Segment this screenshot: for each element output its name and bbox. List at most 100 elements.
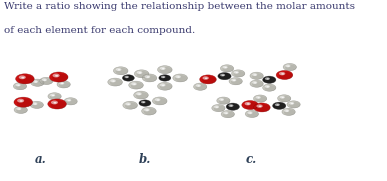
Circle shape — [51, 101, 58, 104]
Circle shape — [212, 105, 225, 112]
Circle shape — [263, 76, 276, 83]
Circle shape — [255, 96, 267, 102]
Circle shape — [257, 104, 263, 108]
Circle shape — [221, 99, 223, 100]
Circle shape — [127, 104, 130, 105]
Circle shape — [57, 81, 70, 88]
Circle shape — [219, 98, 224, 101]
Circle shape — [17, 99, 33, 107]
Circle shape — [229, 78, 242, 85]
Circle shape — [124, 76, 134, 81]
Circle shape — [15, 74, 34, 84]
Circle shape — [256, 96, 261, 99]
Circle shape — [146, 110, 149, 111]
Circle shape — [158, 66, 172, 74]
Circle shape — [15, 98, 33, 107]
Circle shape — [130, 82, 144, 89]
Circle shape — [160, 83, 172, 90]
Text: c.: c. — [245, 153, 257, 166]
Circle shape — [160, 67, 166, 70]
Circle shape — [251, 81, 264, 87]
Circle shape — [147, 76, 149, 78]
Circle shape — [277, 95, 291, 102]
Circle shape — [53, 102, 57, 104]
Circle shape — [230, 105, 233, 106]
Circle shape — [142, 74, 157, 82]
Circle shape — [223, 111, 235, 118]
Text: b.: b. — [139, 153, 151, 166]
Circle shape — [284, 64, 296, 71]
Circle shape — [31, 79, 44, 86]
Circle shape — [244, 102, 259, 110]
Circle shape — [32, 102, 43, 108]
Circle shape — [250, 80, 263, 87]
Circle shape — [51, 100, 66, 109]
Circle shape — [160, 84, 166, 87]
Circle shape — [19, 75, 34, 84]
Circle shape — [220, 74, 231, 80]
Circle shape — [219, 98, 230, 104]
Circle shape — [277, 104, 279, 106]
Circle shape — [221, 110, 235, 118]
Circle shape — [59, 82, 64, 85]
Circle shape — [59, 82, 70, 88]
Circle shape — [53, 74, 60, 77]
Circle shape — [160, 67, 172, 74]
Circle shape — [122, 75, 134, 81]
Circle shape — [138, 93, 140, 95]
Circle shape — [247, 103, 250, 105]
Circle shape — [109, 79, 123, 86]
Circle shape — [252, 81, 263, 87]
Circle shape — [279, 96, 291, 102]
Circle shape — [250, 72, 263, 79]
Circle shape — [15, 84, 27, 90]
Circle shape — [58, 81, 70, 88]
Circle shape — [214, 106, 219, 108]
Circle shape — [279, 72, 293, 79]
Circle shape — [16, 107, 27, 113]
Circle shape — [287, 66, 289, 67]
Circle shape — [285, 64, 296, 71]
Circle shape — [233, 71, 245, 77]
Circle shape — [234, 71, 239, 74]
Circle shape — [140, 100, 151, 106]
Circle shape — [42, 79, 47, 81]
Circle shape — [255, 104, 271, 112]
Circle shape — [118, 69, 120, 70]
Circle shape — [272, 102, 286, 109]
Circle shape — [202, 76, 216, 84]
Circle shape — [223, 66, 234, 72]
Circle shape — [259, 106, 262, 107]
Circle shape — [276, 70, 293, 79]
Circle shape — [68, 100, 70, 101]
Circle shape — [265, 77, 276, 83]
Circle shape — [228, 104, 240, 110]
Circle shape — [274, 103, 286, 109]
Circle shape — [177, 76, 180, 78]
Circle shape — [265, 77, 270, 80]
Circle shape — [154, 98, 167, 105]
Circle shape — [65, 98, 77, 105]
Circle shape — [201, 75, 216, 84]
Circle shape — [219, 73, 231, 80]
Circle shape — [252, 73, 263, 79]
Circle shape — [66, 99, 77, 105]
Circle shape — [142, 102, 145, 103]
Circle shape — [14, 106, 27, 113]
Circle shape — [196, 84, 201, 87]
Circle shape — [64, 98, 77, 105]
Circle shape — [161, 76, 165, 78]
Circle shape — [14, 83, 27, 90]
Circle shape — [142, 108, 156, 115]
Circle shape — [288, 101, 300, 108]
Circle shape — [245, 110, 259, 117]
Circle shape — [162, 85, 164, 86]
Circle shape — [66, 99, 71, 102]
Circle shape — [139, 100, 151, 106]
Circle shape — [285, 65, 291, 67]
Circle shape — [131, 82, 143, 89]
Circle shape — [252, 73, 257, 76]
Circle shape — [126, 77, 128, 78]
Circle shape — [50, 72, 68, 82]
Circle shape — [217, 98, 230, 104]
